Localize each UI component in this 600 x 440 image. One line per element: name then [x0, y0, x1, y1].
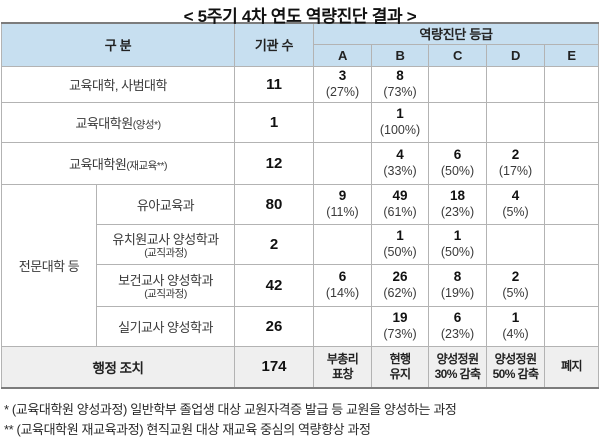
header-grade-d: D: [486, 43, 546, 67]
grade-cell: 2 (5%): [486, 263, 546, 307]
grade-cell: [544, 223, 600, 265]
row-label: 보건교사 양성학과 (교직과정): [95, 263, 236, 307]
row-label: 교육대학, 사범대학: [0, 65, 236, 103]
action-cell-a: 부총리 표창: [313, 345, 373, 389]
grade-cell: 49 (61%): [371, 183, 430, 225]
competency-result-table: 구 분 기관 수 역량진단 등급 A B C D E 교육대학, 사범대학 11…: [0, 22, 600, 389]
row-label: 교육대학원(재교육**): [0, 141, 236, 185]
row-count: 26: [234, 305, 315, 347]
grade-cell: 3 (27%): [313, 65, 373, 103]
grade-cell: [544, 101, 600, 143]
grade-cell: [486, 223, 546, 265]
page-title: < 5주기 4차 연도 역량진단 결과 >: [183, 7, 417, 26]
header-grade-a: A: [313, 43, 373, 67]
row-count: 11: [234, 65, 315, 103]
action-cell-e: 폐지: [544, 345, 600, 389]
grade-cell: [313, 305, 373, 347]
grade-cell: 8 (73%): [371, 65, 430, 103]
grade-cell: 9 (11%): [313, 183, 373, 225]
table-row: 유치원교사 양성학과 (교직과정) 2 1 (50%) 1 (50%): [2, 223, 600, 265]
grade-cell: [486, 65, 546, 103]
grade-cell: 6 (23%): [428, 305, 488, 347]
action-cell-b: 현행 유지: [371, 345, 430, 389]
grade-cell: 6 (14%): [313, 263, 373, 307]
grade-cell: [544, 141, 600, 185]
row-label: 유치원교사 양성학과 (교직과정): [95, 223, 236, 265]
grade-cell: 8 (19%): [428, 263, 488, 307]
grade-cell: 18 (23%): [428, 183, 488, 225]
grade-cell: 4 (33%): [371, 141, 430, 185]
grade-cell: 2 (17%): [486, 141, 546, 185]
footer-label: 행정 조치: [0, 345, 236, 389]
grade-cell: 26 (62%): [371, 263, 430, 307]
table-row: 교육대학, 사범대학 11 3 (27%) 8 (73%): [0, 65, 600, 103]
row-label: 교육대학원(양성*): [0, 101, 236, 143]
grade-cell: [544, 263, 600, 307]
grade-cell: 1 (4%): [486, 305, 546, 347]
grade-cell: 6 (50%): [428, 141, 488, 185]
grade-cell: [313, 101, 373, 143]
action-cell-c: 양성정원 30% 감축: [428, 345, 488, 389]
header-category: 구 분: [0, 22, 236, 67]
grade-cell: 1 (50%): [371, 223, 430, 265]
header-grade-group: 역량진단 등급: [313, 22, 600, 45]
footnote-1: * (교육대학원 양성과정) 일반학부 졸업생 대상 교원자격증 발급 등 교원…: [4, 402, 457, 417]
header-count: 기관 수: [234, 22, 315, 67]
grade-cell: [313, 141, 373, 185]
row-label: 유아교육과: [95, 183, 236, 225]
grade-cell: [428, 101, 488, 143]
header-grade-e: E: [544, 43, 600, 67]
table-row: 전문대학 등 유아교육과 80 9 (11%) 49 (61%) 18 (23%) 4…: [1, 183, 600, 347]
footnote-2: ** (교육대학원 재교육과정) 현직교원 대상 재교육 중심의 역량향상 과정: [4, 422, 371, 438]
grade-cell: 19 (73%): [371, 305, 430, 347]
header-grade-c: C: [428, 43, 488, 67]
row-label: 실기교사 양성학과: [95, 305, 236, 347]
grade-cell: 4 (5%): [486, 183, 546, 225]
row-count: 42: [234, 263, 315, 307]
footer-row: 행정 조치 174 부총리 표창 현행 유지 양성정원 30% 감축 양성정원 50% …: [0, 345, 600, 389]
grade-cell: [428, 65, 488, 103]
grade-cell: [486, 101, 546, 143]
footer-count: 174: [234, 345, 315, 389]
header-grade-b: B: [371, 43, 430, 67]
grade-cell: [544, 65, 600, 103]
grade-cell: 1 (50%): [428, 223, 488, 265]
row-count: 1: [234, 101, 315, 143]
grade-cell: [544, 183, 600, 225]
grade-cell: 1 (100%): [371, 101, 430, 143]
action-cell-d: 양성정원 50% 감축: [486, 345, 546, 389]
table-row: 실기교사 양성학과 26 19 (73%) 6 (23%) 1 (4%): [2, 305, 600, 347]
group-label: 전문대학 등: [1, 183, 97, 347]
table-row: 교육대학원(재교육**) 12 4 (33%) 6 (50%) 2 (17%): [0, 141, 600, 185]
row-count: 12: [234, 141, 315, 185]
table-row: 보건교사 양성학과 (교직과정) 42 6 (14%) 26 (62%) 8 (19%)…: [2, 263, 600, 307]
footnotes: * (교육대학원 양성과정) 일반학부 졸업생 대상 교원자격증 발급 등 교원…: [4, 400, 600, 440]
grade-cell: [544, 305, 600, 347]
row-count: 2: [234, 223, 315, 265]
table-row: 교육대학원(양성*) 1 1 (100%): [0, 101, 600, 143]
row-count: 80: [234, 183, 315, 225]
grade-cell: [313, 223, 373, 265]
